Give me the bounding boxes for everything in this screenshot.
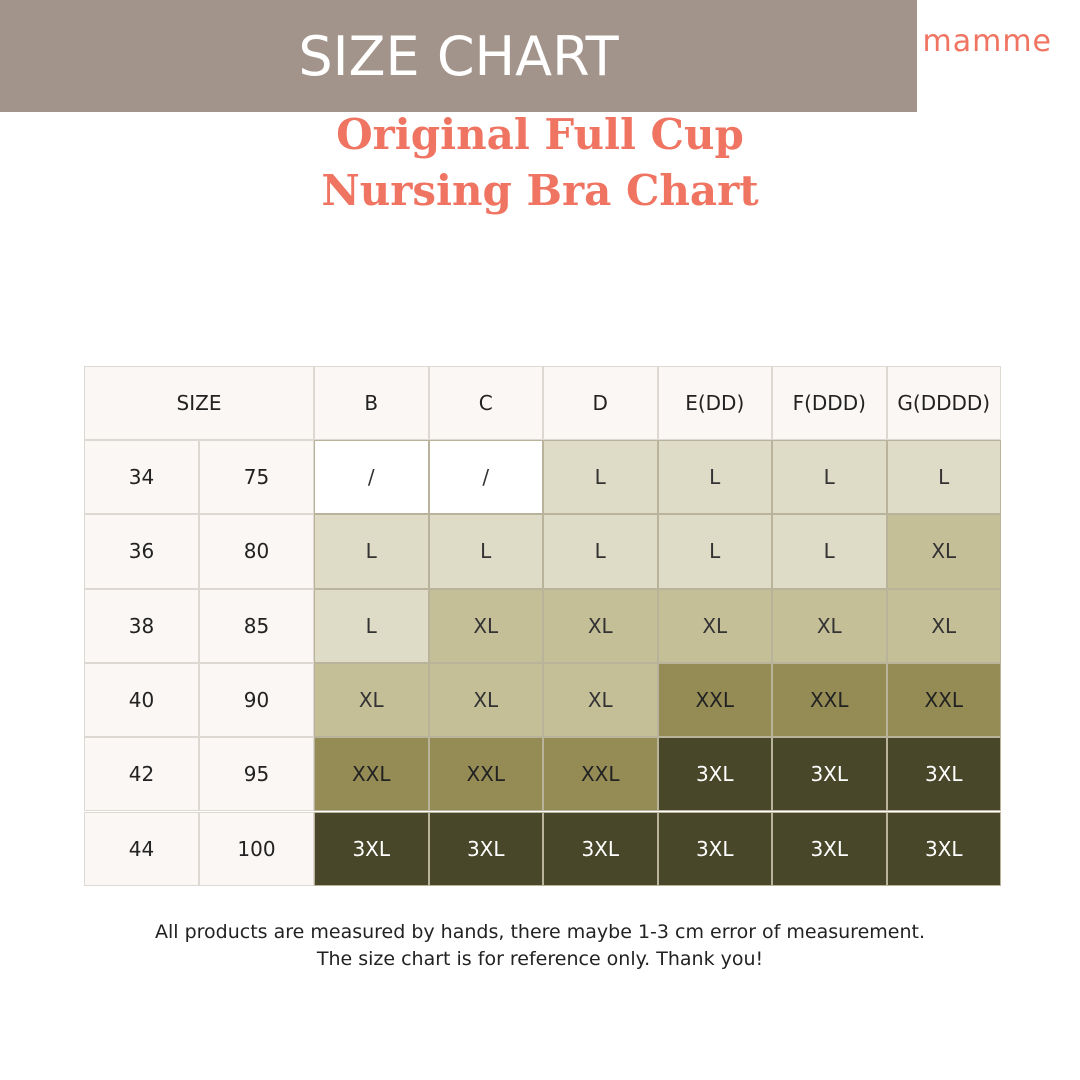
size-cell: 90 [199, 662, 314, 738]
cup-cell: L [428, 514, 543, 589]
size-cell: 38 [84, 588, 199, 663]
size-cell: 44 [84, 811, 199, 886]
cup-cell: 3XL [428, 811, 543, 886]
header-cell: SIZE [84, 366, 314, 440]
cup-cell: XL [772, 588, 887, 663]
banner: SIZE CHART [0, 0, 917, 112]
header-cell: C [428, 366, 543, 440]
cup-cell: XL [543, 662, 658, 738]
header-cell: E(DD) [657, 366, 772, 440]
cup-cell: L [772, 440, 887, 515]
cup-cell: L [772, 514, 887, 589]
cup-cell: L [314, 514, 429, 589]
cup-cell: 3XL [314, 811, 429, 886]
cup-cell: L [886, 440, 1001, 515]
cup-cell: 3XL [772, 811, 887, 886]
cup-cell: XL [657, 588, 772, 663]
size-cell: 75 [199, 440, 314, 515]
size-cell: 36 [84, 514, 199, 589]
cup-cell: XXL [886, 662, 1001, 738]
cup-cell: 3XL [657, 737, 772, 812]
cup-cell: L [314, 588, 429, 663]
cup-cell: XXL [314, 737, 429, 812]
cup-cell: 3XL [772, 737, 887, 812]
cup-cell: XXL [657, 662, 772, 738]
cup-cell: XL [428, 662, 543, 738]
cup-cell: L [657, 514, 772, 589]
cup-cell: XXL [543, 737, 658, 812]
footer-note: All products are measured by hands, ther… [155, 921, 925, 943]
cup-cell: XL [886, 588, 1001, 663]
title: Original Full Cup [336, 110, 744, 159]
size-cell: 95 [199, 737, 314, 812]
header-cell: B [314, 366, 429, 440]
cup-cell: L [657, 440, 772, 515]
cup-cell: L [543, 440, 658, 515]
cup-cell: / [428, 440, 543, 515]
size-cell: 80 [199, 514, 314, 589]
cup-cell: XL [314, 662, 429, 738]
cup-cell: 3XL [886, 737, 1001, 812]
size-cell: 42 [84, 737, 199, 812]
size-cell: 40 [84, 662, 199, 738]
size-cell: 100 [199, 811, 314, 886]
title: Nursing Bra Chart [321, 166, 759, 215]
cup-cell: XXL [772, 662, 887, 738]
cup-cell: L [543, 514, 658, 589]
cup-cell: XL [428, 588, 543, 663]
cup-cell: 3XL [657, 811, 772, 886]
header-cell: G(DDDD) [886, 366, 1001, 440]
size-cell: 34 [84, 440, 199, 515]
cup-cell: 3XL [886, 811, 1001, 886]
size-cell: 85 [199, 588, 314, 663]
cup-cell: XXL [428, 737, 543, 812]
cup-cell: XL [886, 514, 1001, 589]
cup-cell: XL [543, 588, 658, 663]
cup-cell: / [314, 440, 429, 515]
header-cell: D [543, 366, 658, 440]
header-cell: F(DDD) [772, 366, 887, 440]
logo: mamme [922, 24, 1052, 59]
cup-cell: 3XL [543, 811, 658, 886]
footer-note: The size chart is for reference only. Th… [316, 948, 764, 970]
